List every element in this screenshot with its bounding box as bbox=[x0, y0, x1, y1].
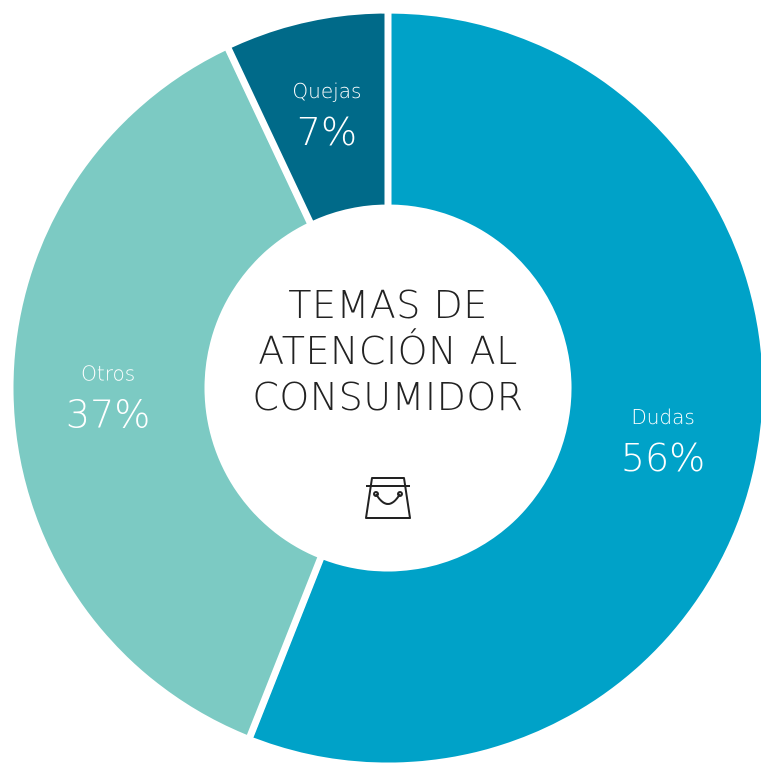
slice bbox=[244, 6, 761, 767]
slice bbox=[222, 6, 392, 230]
value-label: 37% bbox=[66, 392, 150, 436]
slice-label: Dudas bbox=[631, 405, 694, 429]
slice-label: Quejas bbox=[292, 79, 361, 103]
chart-title: TEMAS DE ATENCIÓN AL CONSUMIDOR bbox=[252, 283, 524, 419]
value-label: 56% bbox=[621, 436, 705, 480]
slice bbox=[6, 41, 327, 745]
slices bbox=[6, 6, 761, 767]
slice-label: Otros bbox=[81, 361, 135, 385]
bag-icon bbox=[365, 477, 411, 519]
value-label: 7% bbox=[297, 110, 357, 154]
